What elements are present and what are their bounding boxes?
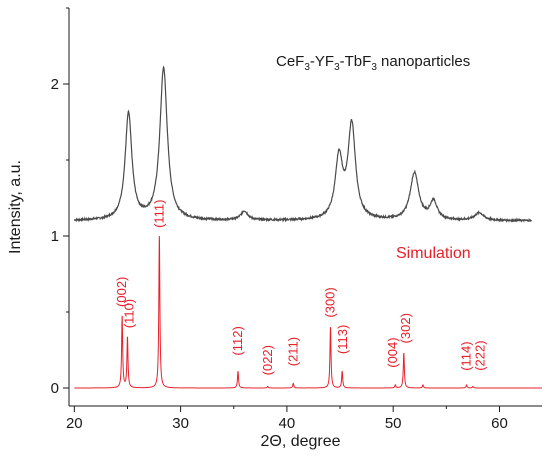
peak-labels-layer: (002)(110) (111) (112) (022) (211) (300) (113)… xyxy=(114,199,487,375)
peak-label: (110) xyxy=(122,299,137,328)
y-tick-label: 0 xyxy=(51,380,59,397)
simulation-annotation: Simulation xyxy=(396,245,471,262)
peak-label: (113) xyxy=(335,325,350,354)
x-axis-title: 2Θ, degree xyxy=(260,433,340,450)
peak-label: (111) xyxy=(151,199,166,227)
peak-label: (222) xyxy=(472,340,487,370)
y-tick-label: 1 xyxy=(51,228,59,245)
sample-suffix: nanoparticles xyxy=(377,53,470,70)
measured-xrd-series xyxy=(74,65,532,223)
peak-label: (004) xyxy=(385,337,400,367)
sample-subscript-2: 3 xyxy=(334,62,340,73)
series-layer xyxy=(74,65,542,389)
axes-layer xyxy=(68,8,542,407)
peak-label: (114) xyxy=(459,341,474,370)
y-axis-title: Intensity, a.u. xyxy=(7,160,24,254)
simulated-xrd-series xyxy=(74,235,542,389)
sample-prefix: CeF xyxy=(276,53,304,70)
sample-mid-2: -TbF xyxy=(340,53,372,70)
y-tick-label: 2 xyxy=(51,76,59,93)
ticks-layer: 20 30 40 50 60 0 1 2 xyxy=(51,7,508,432)
x-tick-label: 20 xyxy=(66,415,83,432)
peak-label: (022) xyxy=(260,345,275,375)
peak-label: (300) xyxy=(322,287,337,317)
peak-label: (112) xyxy=(230,326,245,355)
x-tick-label: 60 xyxy=(491,415,508,432)
sample-subscript-3: 3 xyxy=(371,62,377,73)
peak-label: (002) xyxy=(114,277,129,307)
sample-subscript-1: 3 xyxy=(304,62,310,73)
sample-annotation: CeF3-YF3-TbF3 nanoparticles xyxy=(276,53,470,73)
peak-label: (302) xyxy=(398,313,413,343)
x-tick-label: 40 xyxy=(279,415,296,432)
peak-label: (211) xyxy=(285,337,300,366)
x-tick-label: 50 xyxy=(385,415,402,432)
x-tick-label: 30 xyxy=(172,415,189,432)
sample-mid-1: -YF xyxy=(310,53,334,70)
